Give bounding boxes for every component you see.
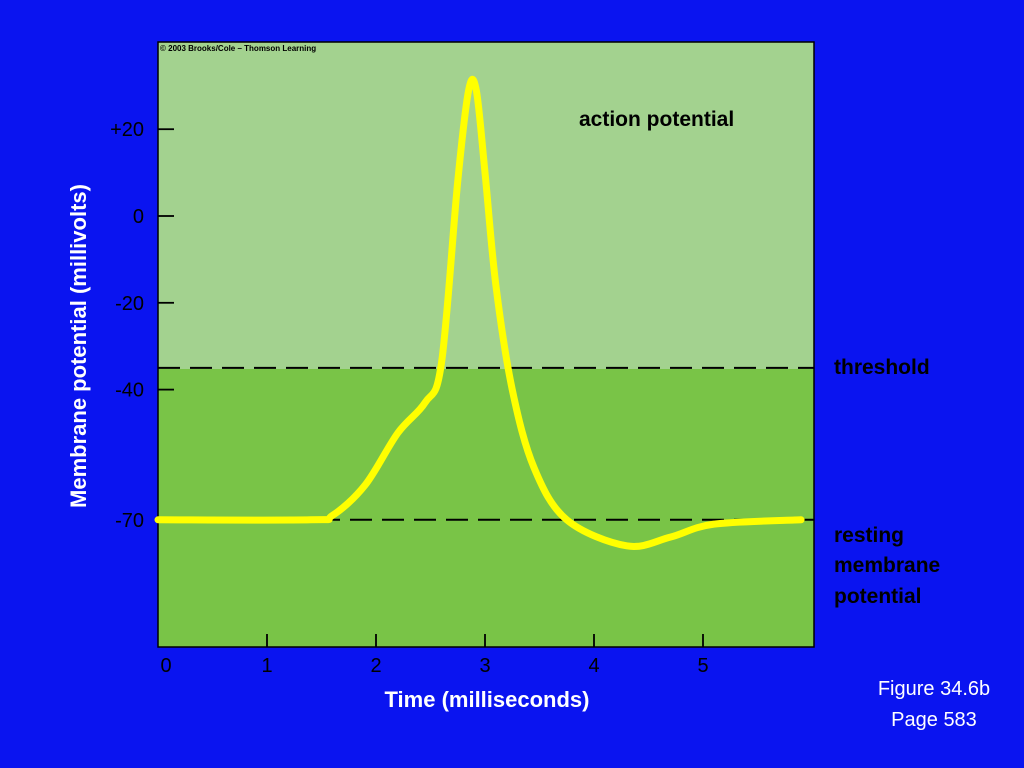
plot-frame xyxy=(157,41,815,648)
y-tick-label: -20 xyxy=(115,293,144,315)
page-number: Page 583 xyxy=(891,709,977,731)
x-axis: 0 1 2 3 4 5 xyxy=(160,634,709,677)
resting-label-line3: potential xyxy=(834,585,922,608)
y-axis-title: Membrane potential (millivolts) xyxy=(66,184,91,508)
y-tick-label: -70 xyxy=(115,510,144,532)
y-tick-label: 0 xyxy=(133,206,144,228)
resting-label-line1: resting xyxy=(834,524,904,547)
y-tick-label: +20 xyxy=(110,119,144,141)
x-tick-label: 4 xyxy=(588,655,599,677)
x-tick-label: 3 xyxy=(479,655,490,677)
x-tick-label: 1 xyxy=(261,655,272,677)
data-series xyxy=(154,75,805,550)
resting-label-line2: membrane xyxy=(834,554,940,577)
threshold-label: threshold xyxy=(834,356,930,379)
x-axis-title: Time (milliseconds) xyxy=(385,687,590,712)
action-potential-label: action potential xyxy=(579,108,734,131)
action-potential-trace xyxy=(154,75,805,550)
x-tick-label: 5 xyxy=(697,655,708,677)
x-tick-label: 2 xyxy=(370,655,381,677)
copyright-text: © 2003 Brooks/Cole – Thomson Learning xyxy=(160,44,316,53)
y-tick-label: -40 xyxy=(115,380,144,402)
x-tick-label: 0 xyxy=(160,655,171,677)
figure-number: Figure 34.6b xyxy=(878,678,990,700)
plot-lower-region xyxy=(158,369,814,647)
